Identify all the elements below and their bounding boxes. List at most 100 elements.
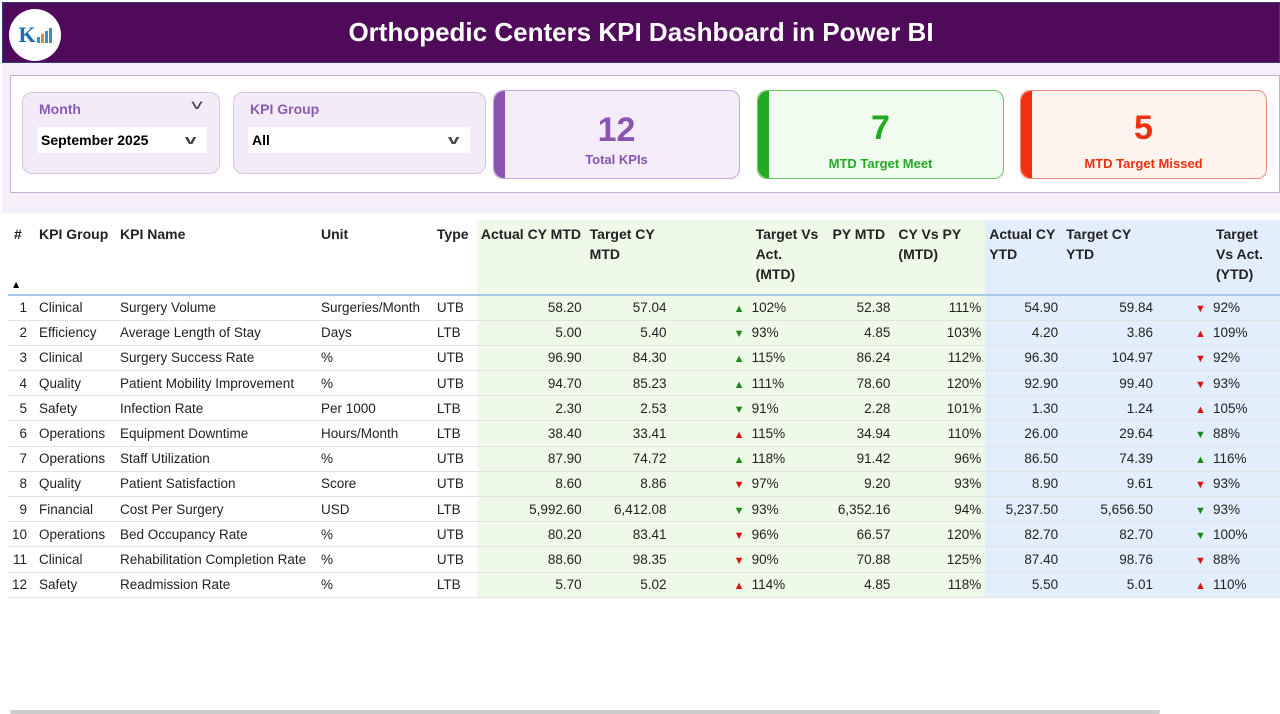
column-header[interactable]: Unit [316, 220, 433, 296]
table-row[interactable]: 1 Clinical Surgery Volume Surgeries/Month UT… [8, 295, 1280, 321]
kpi-group: Safety [39, 577, 78, 593]
page-title: Orthopedic Centers KPI Dashboard in Powe… [348, 17, 934, 47]
triangle-down-icon [1195, 479, 1213, 491]
py-mtd: 34.94 [856, 426, 891, 442]
type: UTB [436, 451, 464, 467]
column-header[interactable]: CY Vs PY (MTD) [894, 220, 986, 296]
py-mtd: 86.24 [856, 350, 891, 366]
triangle-up-icon [734, 303, 752, 315]
triangle-down-icon [734, 555, 752, 567]
kpi-group: Clinical [39, 350, 83, 366]
column-header[interactable]: Target CY MTD [585, 220, 671, 296]
triangle-down-icon [1195, 530, 1213, 542]
target-cy-mtd: 74.72 [632, 451, 667, 467]
py-mtd: 91.42 [856, 451, 891, 467]
target-vs-actual-mtd: 93% [751, 325, 779, 341]
kpi-group: Clinical [39, 551, 83, 567]
kpi-table: # KPI Group KPI Name Unit Type Actual CY MTD T… [8, 220, 1280, 598]
row-number: 12 [12, 577, 28, 593]
actual-cy-ytd: 82.70 [1024, 526, 1059, 542]
py-mtd: 66.57 [856, 526, 891, 542]
unit: Surgeries/Month [320, 300, 421, 316]
unit: Days [320, 325, 352, 341]
table-row[interactable]: 9 Financial Cost Per Surgery USD LTB 5,992.60… [8, 496, 1280, 523]
target-cy-mtd: 6,412.08 [614, 501, 667, 517]
actual-cy-ytd: 8.90 [1031, 476, 1059, 492]
target-vs-actual-mtd: 102% [751, 300, 787, 316]
py-mtd: 4.85 [864, 577, 891, 593]
row-number: 3 [19, 350, 28, 366]
chevron-down-icon[interactable]: v [190, 98, 204, 113]
target-vs-actual-mtd: 115% [751, 350, 786, 366]
column-header[interactable]: KPI Name [116, 220, 317, 296]
kpi-group: Safety [39, 400, 78, 416]
unit: % [320, 350, 333, 366]
row-number: 8 [19, 476, 28, 492]
column-header[interactable]: Target CY YTD [1062, 220, 1157, 296]
actual-cy-ytd: 92.90 [1024, 375, 1059, 391]
month-dropdown[interactable]: September 2025 v [37, 127, 207, 153]
table-row[interactable]: 5 Safety Infection Rate Per 1000 LTB 2.30 2.53… [8, 395, 1280, 422]
kpi-name: Surgery Volume [120, 300, 217, 316]
type: UTB [436, 551, 464, 567]
horizontal-scrollbar[interactable] [10, 710, 1160, 714]
table-row[interactable]: 11 Clinical Rehabilitation Completion Rate… [8, 546, 1280, 573]
target-cy-mtd: 8.86 [640, 476, 667, 492]
table-row[interactable]: 7 Operations Staff Utilization% UTB 87.90 74.… [8, 446, 1280, 472]
column-header[interactable]: Target Vs Act. (YTD) [1156, 220, 1280, 296]
target-vs-actual-ytd: 93% [1212, 375, 1241, 391]
kpi-name: Patient Mobility Improvement [120, 375, 295, 391]
target-vs-actual-ytd: 88% [1212, 551, 1241, 567]
type: UTB [436, 300, 464, 316]
target-vs-actual-ytd: 88% [1212, 426, 1241, 442]
row-number: 2 [19, 325, 28, 341]
column-header[interactable]: KPI Group [35, 220, 116, 296]
triangle-up-icon [734, 454, 752, 466]
month-slicer[interactable]: Month v September 2025 v [22, 92, 220, 174]
target-cy-ytd: 29.64 [1119, 426, 1153, 442]
kpi-group-slicer[interactable]: KPI Group All v [233, 92, 486, 174]
column-header[interactable]: PY MTD [828, 220, 895, 296]
py-mtd: 6,352.16 [837, 501, 891, 517]
table-row[interactable]: 6 Operations Equipment Downtime Hours/Month… [8, 420, 1280, 447]
triangle-up-icon [1195, 404, 1213, 416]
kpi-group: Operations [39, 451, 106, 467]
actual-cy-mtd: 80.20 [547, 526, 582, 542]
kpi-group: Quality [39, 375, 82, 391]
target-cy-mtd: 57.04 [632, 300, 667, 316]
target-cy-mtd: 98.35 [632, 551, 667, 567]
target-cy-ytd: 98.76 [1119, 551, 1153, 567]
table-row[interactable]: 4 Quality Patient Mobility Improvement% UTB… [8, 370, 1280, 397]
target-vs-actual-mtd: 115% [751, 426, 786, 442]
triangle-down-icon [734, 505, 752, 517]
kpi-group-dropdown[interactable]: All v [248, 127, 470, 153]
table-row[interactable]: 10 Operations Bed Occupancy Rate% UTB 80.20 8… [8, 521, 1280, 548]
target-vs-actual-ytd: 100% [1212, 526, 1248, 542]
row-number: 7 [19, 451, 28, 467]
triangle-up-icon [734, 353, 752, 365]
actual-cy-mtd: 5.00 [555, 325, 582, 341]
type: LTB [436, 325, 461, 341]
py-mtd: 2.28 [864, 400, 891, 416]
table-row[interactable]: 12 Safety Readmission Rate% LTB 5.70 5.02 114%… [8, 572, 1280, 598]
triangle-up-icon [734, 580, 752, 592]
column-header[interactable]: # [8, 220, 36, 296]
triangle-up-icon [734, 429, 752, 441]
kpi-name: Average Length of Stay [120, 325, 261, 341]
triangle-down-icon [1195, 505, 1213, 517]
target-vs-actual-ytd: 93% [1212, 501, 1241, 517]
sort-ascending-icon[interactable]: ▲ [13, 280, 20, 289]
column-header[interactable]: Target Vs Act. (MTD) [670, 220, 829, 296]
py-mtd: 78.60 [856, 375, 891, 391]
target-vs-actual-ytd: 116% [1212, 451, 1247, 467]
table-row[interactable]: 3 Clinical Surgery Success Rate% UTB 96.90 84… [8, 345, 1280, 372]
target-cy-mtd: 83.41 [632, 526, 667, 542]
table-row[interactable]: 2 Efficiency Average Length of Stay Days LTB… [8, 320, 1280, 346]
table-row[interactable]: 8 Quality Patient Satisfaction Score UTB 8.60… [8, 471, 1280, 498]
actual-cy-ytd: 26.00 [1024, 426, 1059, 442]
type: LTB [436, 426, 461, 442]
target-cy-mtd: 84.30 [632, 350, 667, 366]
column-header[interactable]: Actual CY YTD [985, 220, 1063, 296]
column-header[interactable]: Type [432, 220, 477, 296]
column-header[interactable]: Actual CY MTD [476, 220, 586, 296]
